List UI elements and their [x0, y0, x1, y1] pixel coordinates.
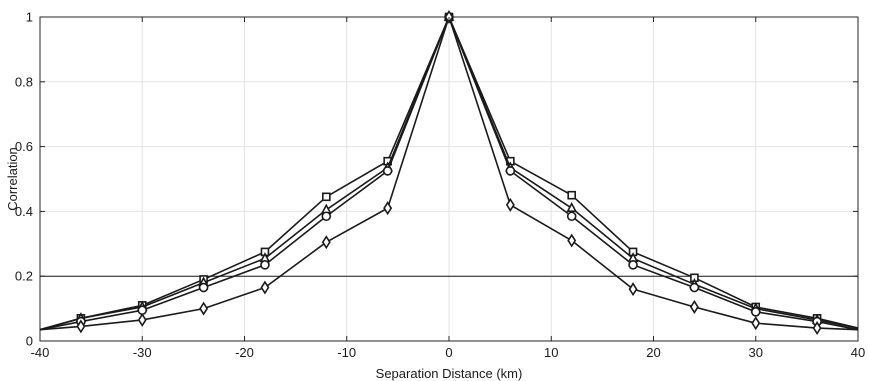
square-marker	[568, 192, 575, 199]
circle-marker	[261, 261, 269, 269]
diamond-marker	[630, 284, 637, 295]
y-tick-label: 0	[26, 334, 33, 349]
x-tick-label: -40	[31, 345, 50, 360]
circle-marker	[629, 261, 637, 269]
x-tick-label: 40	[851, 345, 865, 360]
circle-marker	[690, 284, 698, 292]
circle-marker	[200, 284, 208, 292]
x-tick-label: 0	[445, 345, 452, 360]
circle-marker	[506, 167, 514, 175]
x-tick-label: 30	[749, 345, 763, 360]
diamond-marker	[200, 303, 207, 314]
circle-marker	[384, 167, 392, 175]
y-axis-ticks: 00.20.40.60.81	[15, 10, 858, 349]
x-tick-label: 20	[646, 345, 660, 360]
diamond-marker	[752, 318, 759, 329]
diamond-marker	[261, 282, 268, 293]
circle-marker	[322, 212, 330, 220]
x-tick-label: -30	[133, 345, 152, 360]
square-marker	[323, 193, 330, 200]
diamond-marker	[384, 203, 391, 214]
x-tick-label: -20	[235, 345, 254, 360]
circle-marker	[752, 308, 760, 316]
x-axis-label: Separation Distance (km)	[376, 366, 523, 381]
circle-marker	[568, 212, 576, 220]
diamond-marker	[568, 235, 575, 246]
y-axis-label: Correlation	[5, 147, 20, 211]
x-tick-label: -10	[337, 345, 356, 360]
diamond-marker	[691, 301, 698, 312]
x-axis-ticks: -40 -30 -20 -10 0 10 20 30 40	[31, 17, 866, 360]
y-tick-label: 0.2	[15, 269, 33, 284]
diamond-marker	[323, 237, 330, 248]
diamond-marker	[139, 314, 146, 325]
y-tick-label: 0.8	[15, 74, 33, 89]
y-tick-label: 1	[26, 10, 33, 25]
grid	[40, 17, 858, 341]
diamond-marker	[507, 199, 514, 210]
triangle-marker	[568, 204, 576, 212]
x-tick-label: 10	[544, 345, 558, 360]
